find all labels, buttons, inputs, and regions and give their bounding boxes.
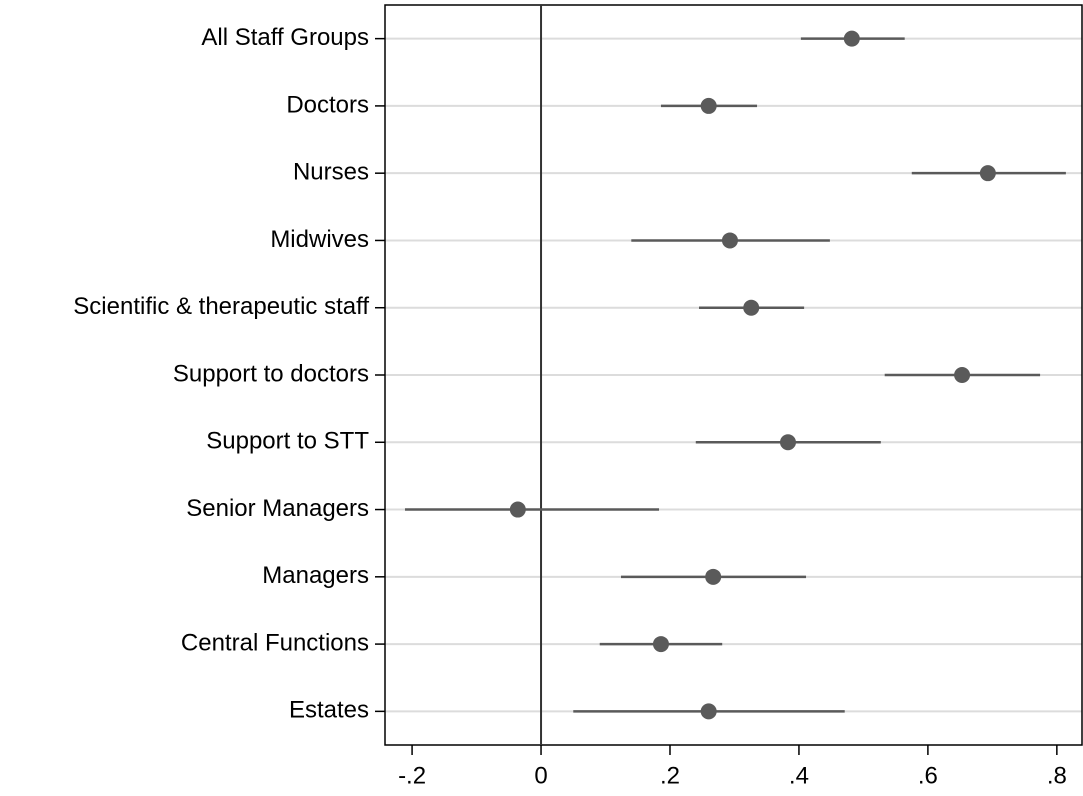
x-tick-label: .4 [789,762,809,789]
y-tick-label: Senior Managers [186,495,369,522]
y-tick-label: Managers [262,562,369,589]
y-tick-label: All Staff Groups [201,24,369,51]
x-tick-label: -.2 [398,762,426,789]
y-tick-label: Estates [289,697,369,724]
y-tick-label: Doctors [286,91,369,118]
x-tick-label: .8 [1047,762,1067,789]
y-tick-label: Nurses [293,159,369,186]
point-estimate [700,97,717,114]
point-estimate [979,165,996,182]
y-tick-label: Central Functions [181,629,369,656]
y-tick-label: Scientific & therapeutic staff [73,293,369,320]
point-estimate [652,636,669,653]
y-tick-label: Support to doctors [173,360,369,387]
point-estimate [743,299,760,316]
point-estimate [779,434,796,451]
point-estimate [700,703,717,720]
x-tick-label: .2 [660,762,680,789]
point-estimate [843,30,860,47]
point-estimate [721,232,738,249]
y-tick-label: Midwives [270,226,369,253]
point-estimate [705,568,722,585]
x-tick-label: 0 [534,762,547,789]
x-tick-label: .6 [918,762,938,789]
point-estimate [954,367,971,383]
point-estimate [509,501,526,518]
y-tick-label: Support to STT [206,428,369,455]
